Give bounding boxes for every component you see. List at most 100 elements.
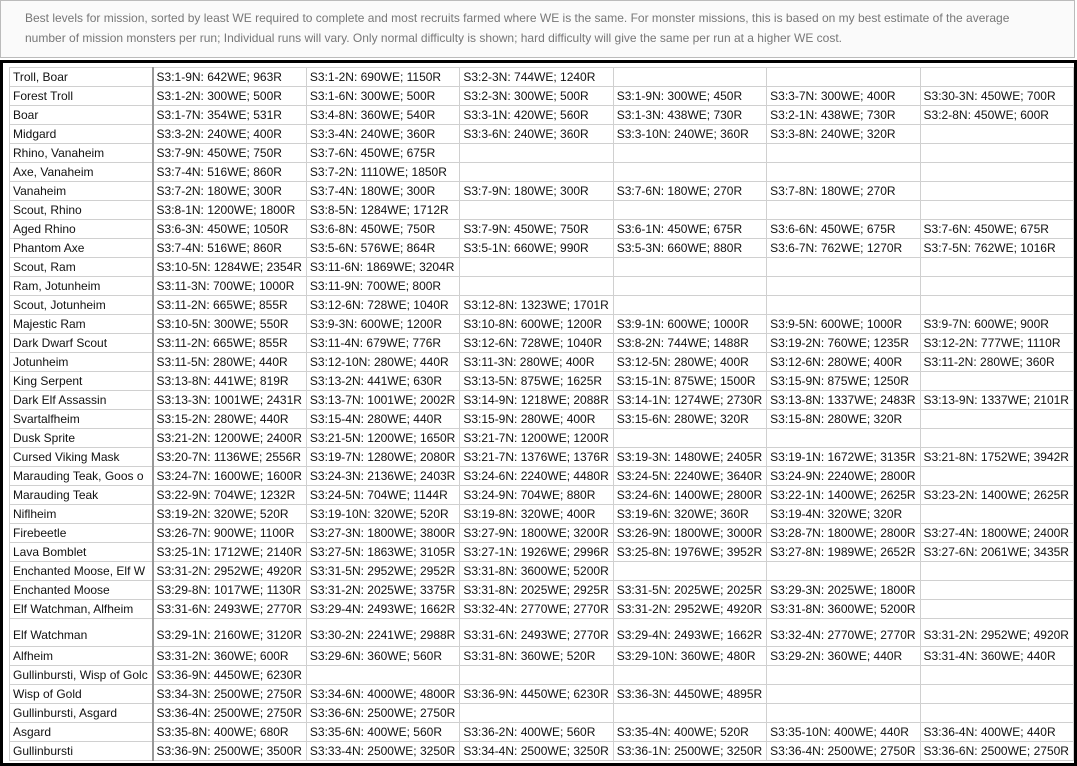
level-cell: S3:6-1N: 450WE; 675R: [612, 219, 768, 239]
empty-cell: [919, 703, 1074, 723]
row: Phantom Axe S3:7-4N: 516WE; 860R S3:5-6N: …: [8, 238, 1074, 258]
row-name: Firebeetle: [8, 523, 154, 543]
row: Gullinbursti, Wisp of Golc S3:36-9N: 4450…: [8, 665, 1074, 685]
empty-cell: [919, 200, 1074, 220]
row: Cursed Viking Mask S3:20-7N: 1136WE; 2556…: [8, 447, 1074, 467]
level-cell: S3:29-6N: 360WE; 560R: [305, 646, 461, 666]
empty-cell: [766, 428, 921, 448]
level-cell: S3:27-9N: 1800WE; 3200R: [459, 523, 614, 543]
row: Dark Elf Assassin S3:13-3N: 1001WE; 2431R…: [8, 390, 1074, 410]
row-name: Phantom Axe: [8, 238, 154, 258]
row-name: Enchanted Moose, Elf W: [8, 561, 154, 581]
level-cell: S3:14-1N: 1274WE; 2730R: [612, 390, 768, 410]
level-cell: S3:31-6N: 2493WE; 2770R: [459, 618, 614, 647]
level-cell: S3:1-9N: 642WE; 963R: [152, 67, 307, 87]
level-cell: S3:5-6N: 576WE; 864R: [305, 238, 461, 258]
level-cell: S3:19-2N: 760WE; 1235R: [766, 333, 921, 353]
level-cell: S3:3-8N: 240WE; 320R: [766, 124, 921, 144]
level-cell: S3:15-6N: 280WE; 320R: [612, 409, 768, 429]
level-cell: S3:15-1N: 875WE; 1500R: [612, 371, 768, 391]
level-cell: S3:9-1N: 600WE; 1000R: [612, 314, 768, 334]
row: Firebeetle S3:26-7N: 900WE; 1100R S3:27-3N…: [8, 523, 1074, 543]
row-name: Majestic Ram: [8, 314, 154, 334]
level-cell: S3:9-7N: 600WE; 900R: [919, 314, 1074, 334]
row: Ram, Jotunheim S3:11-3N: 700WE; 1000R S3:1…: [8, 276, 1074, 296]
row-name: Alfheim: [8, 646, 154, 666]
empty-cell: [612, 428, 768, 448]
row-name: Aged Rhino: [8, 219, 154, 239]
level-cell: S3:7-6N: 180WE; 270R: [612, 181, 768, 201]
empty-cell: [459, 665, 614, 685]
level-cell: S3:29-10N: 360WE; 480R: [612, 646, 768, 666]
level-cell: S3:9-5N: 600WE; 1000R: [766, 314, 921, 334]
level-cell: S3:19-4N: 320WE; 320R: [766, 504, 921, 524]
level-cell: S3:27-4N: 1800WE; 2400R: [919, 523, 1074, 543]
level-cell: S3:1-9N: 300WE; 450R: [612, 86, 768, 106]
level-cell: S3:7-8N: 180WE; 270R: [766, 181, 921, 201]
level-cell: S3:35-8N: 400WE; 680R: [152, 722, 307, 742]
table-body: Troll, Boar S3:1-9N: 642WE; 963R S3:1-2N: …: [8, 67, 1074, 761]
row-name: Elf Watchman: [8, 618, 154, 647]
level-cell: S3:6-6N: 450WE; 675R: [766, 219, 921, 239]
level-cell: S3:34-6N: 4000WE; 4800R: [305, 684, 461, 704]
level-cell: S3:8-5N: 1284WE; 1712R: [305, 200, 461, 220]
empty-cell: [612, 143, 768, 163]
row: Dusk Sprite S3:21-2N: 1200WE; 2400R S3:21-…: [8, 428, 1074, 448]
empty-cell: [919, 409, 1074, 429]
level-cell: S3:2-3N: 744WE; 1240R: [459, 67, 614, 87]
level-cell: S3:12-8N: 1323WE; 1701R: [459, 295, 614, 315]
row-name: Troll, Boar: [8, 67, 154, 87]
row-name: Midgard: [8, 124, 154, 144]
level-cell: S3:36-3N: 4450WE; 4895R: [612, 684, 768, 704]
level-cell: S3:13-8N: 441WE; 819R: [152, 371, 307, 391]
empty-cell: [766, 67, 921, 87]
level-cell: S3:13-8N: 1337WE; 2483R: [766, 390, 921, 410]
empty-cell: [612, 162, 768, 182]
level-cell: S3:7-4N: 180WE; 300R: [305, 181, 461, 201]
level-cell: S3:1-7N: 354WE; 531R: [152, 105, 307, 125]
level-cell: S3:31-2N: 2952WE; 4920R: [152, 561, 307, 581]
level-cell: S3:35-4N: 400WE; 520R: [612, 722, 768, 742]
empty-cell: [766, 684, 921, 704]
empty-cell: [919, 181, 1074, 201]
level-cell: S3:24-5N: 2240WE; 3640R: [612, 466, 768, 486]
level-cell: S3:1-2N: 300WE; 500R: [152, 86, 307, 106]
empty-cell: [459, 200, 614, 220]
level-cell: S3:3-7N: 300WE; 400R: [766, 86, 921, 106]
empty-cell: [919, 124, 1074, 144]
level-cell: S3:21-8N: 1752WE; 3942R: [919, 447, 1074, 467]
row: Axe, Vanaheim S3:7-4N: 516WE; 860R S3:7-2N…: [8, 162, 1074, 182]
level-cell: S3:36-4N: 2500WE; 2750R: [152, 703, 307, 723]
level-cell: S3:36-2N: 400WE; 560R: [459, 722, 614, 742]
level-cell: S3:12-6N: 280WE; 400R: [766, 352, 921, 372]
row: King Serpent S3:13-8N: 441WE; 819R S3:13-2…: [8, 371, 1074, 391]
row-name: Asgard: [8, 722, 154, 742]
level-cell: S3:12-6N: 728WE; 1040R: [459, 333, 614, 353]
level-cell: S3:29-4N: 2493WE; 1662R: [612, 618, 768, 647]
row-name: Enchanted Moose: [8, 580, 154, 600]
level-cell: S3:31-5N: 2952WE; 2952R: [305, 561, 461, 581]
level-cell: S3:19-3N: 1480WE; 2405R: [612, 447, 768, 467]
empty-cell: [766, 703, 921, 723]
level-cell: S3:35-6N: 400WE; 560R: [305, 722, 461, 742]
level-cell: S3:8-2N: 744WE; 1488R: [612, 333, 768, 353]
level-cell: S3:27-5N: 1863WE; 3105R: [305, 542, 461, 562]
level-cell: S3:19-10N: 320WE; 520R: [305, 504, 461, 524]
level-cell: S3:20-7N: 1136WE; 2556R: [152, 447, 307, 467]
level-cell: S3:31-8N: 360WE; 520R: [459, 646, 614, 666]
level-cell: S3:34-3N: 2500WE; 2750R: [152, 684, 307, 704]
level-cell: S3:24-9N: 704WE; 880R: [459, 485, 614, 505]
level-cell: S3:31-2N: 2952WE; 4920R: [919, 618, 1074, 647]
row-name: Vanaheim: [8, 181, 154, 201]
level-cell: S3:4-8N: 360WE; 540R: [305, 105, 461, 125]
level-cell: S3:29-3N: 2025WE; 1800R: [766, 580, 921, 600]
level-cell: S3:24-5N: 704WE; 1144R: [305, 485, 461, 505]
empty-cell: [612, 561, 768, 581]
level-cell: S3:10-5N: 1284WE; 2354R: [152, 257, 307, 277]
row: Troll, Boar S3:1-9N: 642WE; 963R S3:1-2N: …: [8, 67, 1074, 87]
level-cell: S3:31-4N: 360WE; 440R: [919, 646, 1074, 666]
row: Scout, Ram S3:10-5N: 1284WE; 2354R S3:11-6…: [8, 257, 1074, 277]
row: Svartalfheim S3:15-2N: 280WE; 440R S3:15-4…: [8, 409, 1074, 429]
empty-cell: [919, 599, 1074, 619]
row: Gullinbursti, Asgard S3:36-4N: 2500WE; 27…: [8, 703, 1074, 723]
